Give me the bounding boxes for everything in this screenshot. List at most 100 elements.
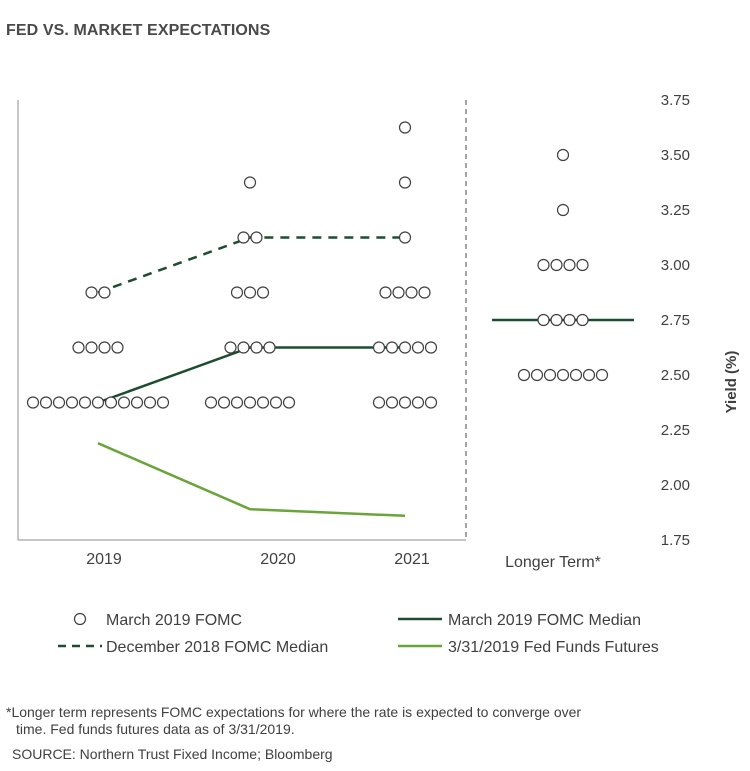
fomc-dot [98, 286, 111, 299]
fomc-dot [550, 258, 563, 272]
dot-plot-chart: 3.75 3.50 3.25 3.00 2.75 2.50 2.25 2.00 1.75 201… [17, 92, 740, 656]
fomc-dot [576, 258, 589, 272]
y-tick-label: 2.00 [661, 477, 690, 494]
footnote-line-2: time. Fed funds futures data as of 3/31/… [16, 721, 295, 737]
fomc-dot [237, 341, 250, 354]
fomc-dot [256, 286, 270, 299]
fomc-dot [372, 396, 386, 409]
y-tick-labels: 3.75 3.50 3.25 3.00 2.75 2.50 2.25 2.00 1.75 [661, 92, 690, 549]
fomc-dot [556, 203, 570, 217]
y-tick-label: 1.75 [661, 532, 690, 549]
fomc-dot [563, 313, 576, 327]
fomc-dot [98, 341, 111, 354]
fomc-dot [243, 176, 257, 189]
series-line-december-2018-fomc-median [97, 236, 405, 294]
fomc-dot [398, 121, 412, 134]
chart-axes [17, 100, 467, 541]
fomc-dot [424, 341, 438, 354]
fomc-dot [398, 341, 412, 354]
y-tick-label: 2.75 [661, 312, 690, 329]
x-category-label: 2020 [260, 551, 296, 568]
legend-label-december-median: December 2018 FOMC Median [106, 639, 328, 656]
fomc-dot [26, 396, 40, 409]
x-category-labels: 2019 2020 2021 Longer Term* [86, 551, 601, 571]
fomc-dot [595, 368, 609, 382]
y-tick-label: 3.00 [661, 257, 690, 274]
fomc-dot [582, 368, 596, 382]
fomc-dot [204, 396, 218, 409]
fomc-dot [224, 341, 237, 354]
fomc-dot [398, 396, 412, 409]
fomc-dot [78, 396, 92, 409]
y-tick-label: 3.75 [661, 92, 690, 109]
fomc-dot [424, 396, 438, 409]
fomc-dot [517, 368, 531, 382]
footnote-line-1: *Longer term represents FOMC expectation… [6, 704, 582, 720]
fomc-dot [230, 396, 244, 409]
series-line-march-2019-fomc-median [97, 346, 405, 404]
fomc-dot [563, 258, 576, 272]
fomc-dot [243, 286, 257, 299]
fomc-dot [530, 368, 544, 382]
x-category-label: Longer Term* [505, 554, 601, 571]
fomc-dot [385, 341, 399, 354]
fomc-dot [411, 396, 425, 409]
fomc-dot [52, 396, 66, 409]
fomc-dot [85, 341, 98, 354]
fomc-dot [72, 341, 85, 354]
fomc-dot [372, 341, 386, 354]
fomc-dot [398, 231, 412, 244]
fomc-dot [217, 396, 231, 409]
fomc-dot [104, 396, 118, 409]
fomc-dot [263, 341, 276, 354]
fomc-dot [111, 341, 124, 354]
legend: March 2019 FOMC March 2019 FOMC Median D… [58, 612, 659, 656]
fomc-dot [65, 396, 79, 409]
fomc-dot [385, 396, 399, 409]
legend-label-futures: 3/31/2019 Fed Funds Futures [448, 639, 659, 656]
fomc-dot [282, 396, 296, 409]
series-line-3-31-2019-fed-funds-futures [97, 442, 406, 518]
source-note: SOURCE: Northern Trust Fixed Income; Blo… [12, 746, 333, 762]
fomc-dot [556, 368, 570, 382]
fomc-dot [569, 368, 583, 382]
fomc-dot [398, 176, 412, 189]
fomc-dot [243, 396, 257, 409]
fomc-dot [250, 231, 263, 244]
fomc-dot [256, 396, 270, 409]
y-tick-label: 3.25 [661, 202, 690, 219]
fomc-dot [392, 286, 405, 299]
chart-title: FED VS. MARKET EXPECTATIONS [6, 22, 271, 39]
fomc-dot [250, 341, 263, 354]
fomc-dot [537, 258, 550, 272]
fomc-dot [85, 286, 98, 299]
fomc-dots [26, 121, 609, 409]
fomc-dot [130, 396, 144, 409]
legend-label-fomc-dots: March 2019 FOMC [106, 612, 242, 629]
y-axis-label: Yield (%) [723, 351, 740, 414]
fomc-dot [39, 396, 53, 409]
fomc-dot [537, 313, 550, 327]
x-category-label: 2019 [86, 551, 122, 568]
fomc-dot [269, 396, 283, 409]
legend-dot-marker [73, 612, 87, 626]
series-lines [97, 236, 634, 518]
fomc-dot [411, 341, 425, 354]
x-category-label: 2021 [394, 551, 430, 568]
fomc-dot [143, 396, 157, 409]
fomc-dot [379, 286, 392, 299]
fomc-dot [91, 396, 105, 409]
y-tick-label: 3.50 [661, 147, 690, 164]
fomc-dot [543, 368, 557, 382]
fomc-dot [230, 286, 244, 299]
fomc-dot [556, 148, 570, 162]
fomc-dot [405, 286, 418, 299]
fomc-dot [576, 313, 589, 327]
y-tick-label: 2.50 [661, 367, 690, 384]
fomc-dot [550, 313, 563, 327]
legend-label-march-median: March 2019 FOMC Median [448, 612, 641, 629]
fomc-dot [117, 396, 131, 409]
footnote: *Longer term represents FOMC expectation… [6, 704, 666, 738]
fomc-dot [237, 231, 250, 244]
fomc-dot [156, 396, 170, 409]
